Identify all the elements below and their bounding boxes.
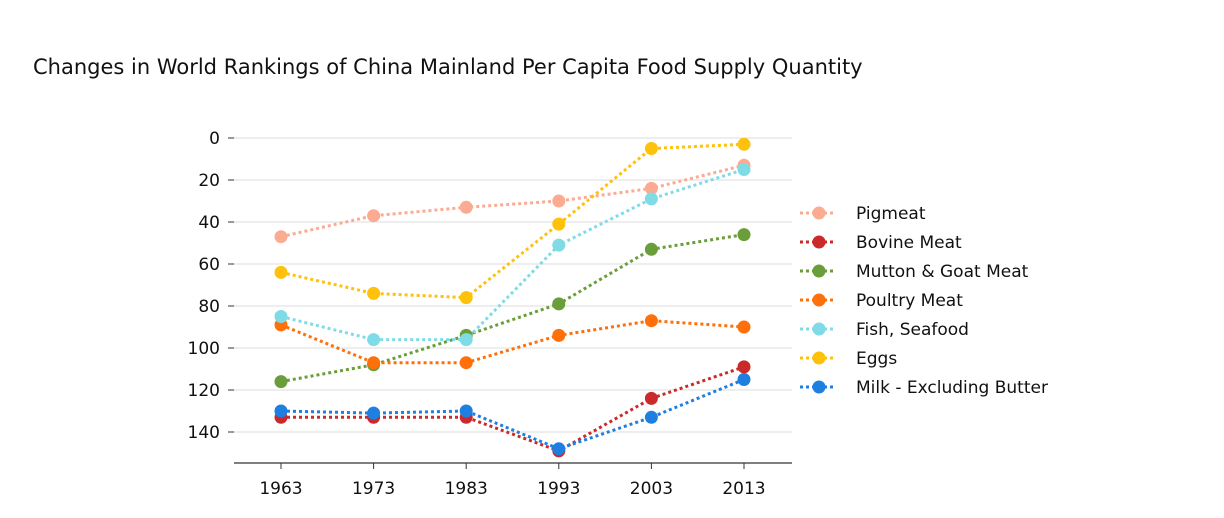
data-point[interactable] — [644, 192, 658, 206]
data-point[interactable] — [737, 320, 751, 334]
series-5 — [274, 137, 751, 305]
legend-marker — [812, 322, 826, 336]
data-point[interactable] — [737, 228, 751, 242]
legend-label: Bovine Meat — [856, 233, 962, 253]
data-point[interactable] — [459, 200, 473, 214]
legend-label: Mutton & Goat Meat — [856, 262, 1029, 282]
x-tick-label: 1983 — [445, 479, 488, 499]
series-6 — [274, 373, 751, 456]
y-tick-label: 20 — [198, 171, 220, 191]
data-point[interactable] — [552, 194, 566, 208]
data-point[interactable] — [459, 356, 473, 370]
y-tick-label: 100 — [188, 339, 220, 359]
data-point[interactable] — [274, 230, 288, 244]
data-point[interactable] — [644, 391, 658, 405]
x-tick-label: 1993 — [537, 479, 580, 499]
legend-item[interactable]: Mutton & Goat Meat — [800, 262, 1029, 282]
data-point[interactable] — [644, 142, 658, 155]
data-point[interactable] — [644, 314, 658, 328]
legend-item[interactable]: Eggs — [800, 349, 897, 369]
data-point[interactable] — [367, 406, 381, 420]
y-tick-label: 120 — [188, 381, 220, 401]
y-tick-label: 140 — [188, 423, 220, 443]
legend-marker — [812, 351, 826, 365]
series-2 — [274, 228, 751, 389]
x-tick-label: 1963 — [259, 479, 302, 499]
data-point[interactable] — [367, 356, 381, 370]
y-tick-label: 0 — [209, 129, 220, 149]
legend-label: Eggs — [856, 349, 897, 369]
series-line — [281, 365, 745, 453]
legend-marker — [812, 235, 826, 249]
series-line — [280, 168, 745, 342]
data-point[interactable] — [737, 137, 751, 151]
data-point[interactable] — [459, 291, 473, 305]
legend-label: Fish, Seafood — [856, 320, 969, 340]
series-line — [280, 163, 745, 239]
data-point[interactable] — [367, 286, 381, 300]
series-4 — [274, 163, 751, 347]
series-line — [280, 378, 745, 451]
legend-label: Poultry Meat — [856, 291, 963, 311]
data-point[interactable] — [552, 238, 566, 252]
y-tick-label: 80 — [198, 297, 220, 317]
legend-label: Pigmeat — [856, 204, 926, 224]
series-line — [280, 233, 745, 384]
axes: 0 20 40 60 80 100 120 140 1963 1973 1983 1993 2003 20… — [188, 129, 792, 499]
legend-marker — [812, 264, 826, 278]
data-point[interactable] — [552, 217, 566, 231]
data-point[interactable] — [552, 328, 566, 342]
legend-item[interactable]: Bovine Meat — [800, 233, 962, 253]
legend-item[interactable]: Poultry Meat — [800, 291, 963, 311]
data-point[interactable] — [367, 209, 381, 223]
legend-marker — [812, 206, 826, 220]
legend-item[interactable]: Pigmeat — [800, 204, 926, 224]
data-point[interactable] — [367, 333, 381, 347]
legend[interactable]: Pigmeat Bovine Meat Mutton & Goat Meat Poul… — [800, 204, 1048, 398]
x-tick-label: 2013 — [722, 479, 765, 499]
series-line — [280, 319, 745, 365]
series-3 — [274, 314, 751, 370]
series-layer — [274, 137, 751, 458]
y-tick-label: 60 — [198, 255, 220, 275]
x-tick-label: 1973 — [352, 479, 395, 499]
series-0 — [274, 158, 751, 244]
legend-marker — [812, 380, 826, 394]
data-point[interactable] — [274, 404, 288, 418]
data-point[interactable] — [552, 442, 566, 456]
series-line — [280, 142, 745, 300]
x-tick-label: 2003 — [630, 479, 673, 499]
data-point[interactable] — [459, 404, 473, 418]
data-point[interactable] — [737, 373, 751, 386]
data-point[interactable] — [274, 265, 288, 279]
y-tick-label: 40 — [198, 213, 220, 233]
legend-item[interactable]: Milk - Excluding Butter — [800, 378, 1048, 398]
data-point[interactable] — [737, 163, 751, 176]
data-point[interactable] — [644, 410, 658, 424]
data-point[interactable] — [552, 297, 566, 311]
data-point[interactable] — [737, 360, 751, 374]
legend-item[interactable]: Fish, Seafood — [800, 320, 969, 340]
grid-lines — [234, 137, 792, 433]
legend-label: Milk - Excluding Butter — [856, 378, 1048, 398]
data-point[interactable] — [274, 310, 288, 323]
series-1 — [274, 360, 751, 458]
data-point[interactable] — [644, 181, 658, 195]
legend-marker — [812, 293, 826, 307]
chart-title: Changes in World Rankings of China Mainl… — [33, 55, 863, 79]
data-point[interactable] — [274, 375, 288, 389]
data-point[interactable] — [459, 333, 473, 347]
data-point[interactable] — [644, 242, 658, 256]
